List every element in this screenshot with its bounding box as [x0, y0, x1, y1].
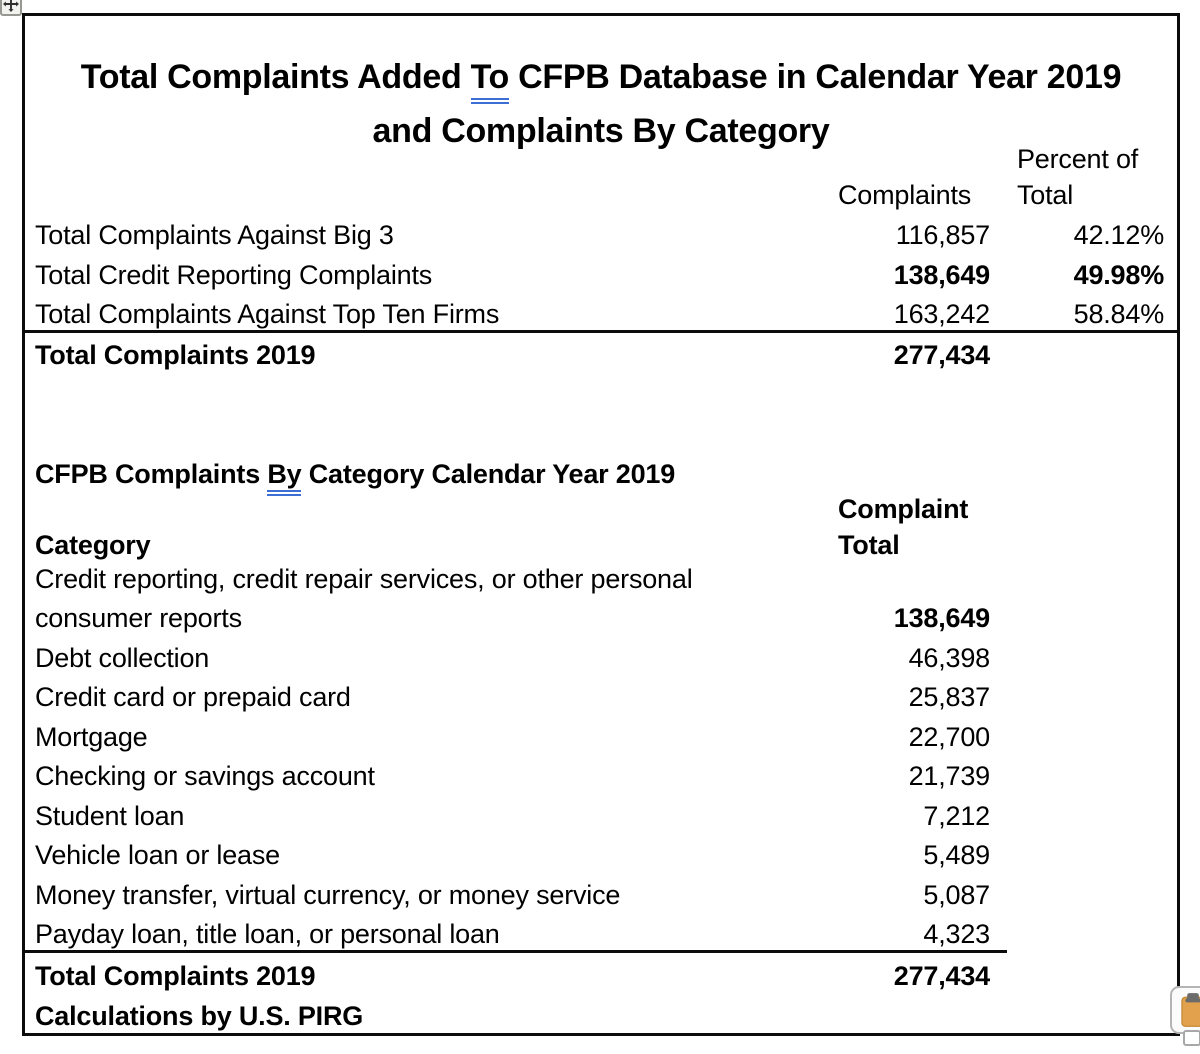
category-label: Credit card or prepaid card [35, 682, 351, 712]
paste-options-checkbox[interactable] [1183, 1030, 1200, 1046]
summary-total-divider [22, 330, 1180, 333]
category-row-line-1: Credit reporting, credit repair services… [0, 560, 1200, 599]
title-text: Total Complaints Added [80, 58, 471, 96]
percent-value: 49.98% [1073, 260, 1165, 290]
paste-options-button[interactable] [1170, 986, 1200, 1034]
category-row: Checking or savings account 21,739 [0, 757, 1200, 796]
complaints-value: 116,857 [895, 220, 990, 250]
row-label: Total Credit Reporting Complaints [35, 260, 433, 290]
total-row-label: Total Complaints 2019 [35, 961, 316, 991]
category-row: Credit card or prepaid card 25,837 [0, 678, 1200, 717]
category-column-header: Category [35, 530, 151, 560]
category-total-value: 5,087 [923, 880, 990, 910]
title-line-2: and Complaints By Category [372, 112, 830, 150]
complaints-column-header: Complaints [838, 180, 972, 210]
total-column-header: Total [1017, 180, 1074, 210]
table-move-handle-icon[interactable] [0, 0, 22, 16]
category-total-value: 25,837 [908, 682, 991, 712]
summary-header-row-2: Complaints Total [0, 176, 1200, 215]
category-total-value: 7,212 [923, 801, 990, 831]
category-total-value: 46,398 [908, 643, 991, 673]
category-label: Checking or savings account [35, 761, 375, 791]
heading-text: CFPB Complaints [35, 459, 268, 489]
category-total-divider [25, 950, 1007, 953]
category-total-value: 4,323 [923, 919, 990, 949]
grammar-underlined-word: To [470, 58, 509, 104]
category-label: Student loan [35, 801, 185, 831]
complaints-value: 138,649 [893, 260, 990, 290]
percent-value: 42.12% [1073, 220, 1165, 250]
category-total-value: 22,700 [908, 722, 991, 752]
summary-row: Total Credit Reporting Complaints 138,64… [0, 256, 1200, 295]
category-row: Mortgage 22,700 [0, 718, 1200, 757]
total-value: 277,434 [893, 961, 990, 991]
category-total-value: 21,739 [908, 761, 991, 791]
category-row: Debt collection 46,398 [0, 639, 1200, 678]
total-complaints-value: 277,434 [893, 340, 990, 370]
category-row: Payday loan, title loan, or personal loa… [0, 915, 1200, 954]
category-label: Debt collection [35, 643, 210, 673]
category-label: Credit reporting, credit repair services… [35, 564, 693, 594]
category-label: Payday loan, title loan, or personal loa… [35, 919, 500, 949]
summary-header-row-1: Percent of [0, 140, 1200, 179]
row-label: Total Complaints Against Top Ten Firms [35, 299, 500, 329]
category-row: Student loan 7,212 [0, 797, 1200, 836]
category-header-row-1: Complaint [0, 490, 1200, 529]
category-total-value: 5,489 [923, 840, 990, 870]
summary-total-row: Total Complaints 2019 277,434 [0, 336, 1200, 375]
category-row-line-2: consumer reports 138,649 [0, 599, 1200, 638]
category-label: Mortgage [35, 722, 148, 752]
section-heading-text: CFPB Complaints By Category Calendar Yea… [35, 455, 676, 496]
title-text: CFPB Database in Calendar Year 2019 [508, 58, 1122, 96]
category-row: Money transfer, virtual currency, or mon… [0, 876, 1200, 915]
clipboard-icon [1181, 993, 1200, 1027]
category-row: Vehicle loan or lease 5,489 [0, 836, 1200, 875]
total-column-header: Total [838, 530, 900, 560]
category-label: consumer reports [35, 603, 242, 633]
category-label: Vehicle loan or lease [35, 840, 280, 870]
summary-row: Total Complaints Against Top Ten Firms 1… [0, 295, 1200, 334]
category-label: Money transfer, virtual currency, or mon… [35, 880, 621, 910]
move-cross-icon [3, 0, 19, 12]
footer-row: Calculations by U.S. PIRG [0, 997, 1200, 1036]
table-title: Total Complaints Added To CFPB Database … [22, 50, 1180, 158]
heading-text: Category Calendar Year 2019 [301, 459, 676, 489]
complaints-value: 163,242 [893, 299, 990, 329]
percent-of-total-header: Percent of [1017, 144, 1139, 174]
total-row-label: Total Complaints 2019 [35, 340, 316, 370]
category-total-row: Total Complaints 2019 277,434 [0, 957, 1200, 996]
complaint-column-header: Complaint [838, 494, 969, 524]
title-line-1: Total Complaints Added To CFPB Database … [22, 50, 1180, 104]
summary-row: Total Complaints Against Big 3 116,857 4… [0, 216, 1200, 255]
percent-value: 58.84% [1073, 299, 1165, 329]
calculations-credit-text: Calculations by U.S. PIRG [35, 1001, 364, 1031]
table-outer-border [22, 13, 1180, 1036]
row-label: Total Complaints Against Big 3 [35, 220, 394, 250]
category-header-row-2: Category Total [0, 526, 1200, 565]
grammar-underlined-word: By [267, 459, 302, 496]
category-section-heading: CFPB Complaints By Category Calendar Yea… [0, 455, 1200, 496]
category-total-value: 138,649 [893, 603, 990, 633]
